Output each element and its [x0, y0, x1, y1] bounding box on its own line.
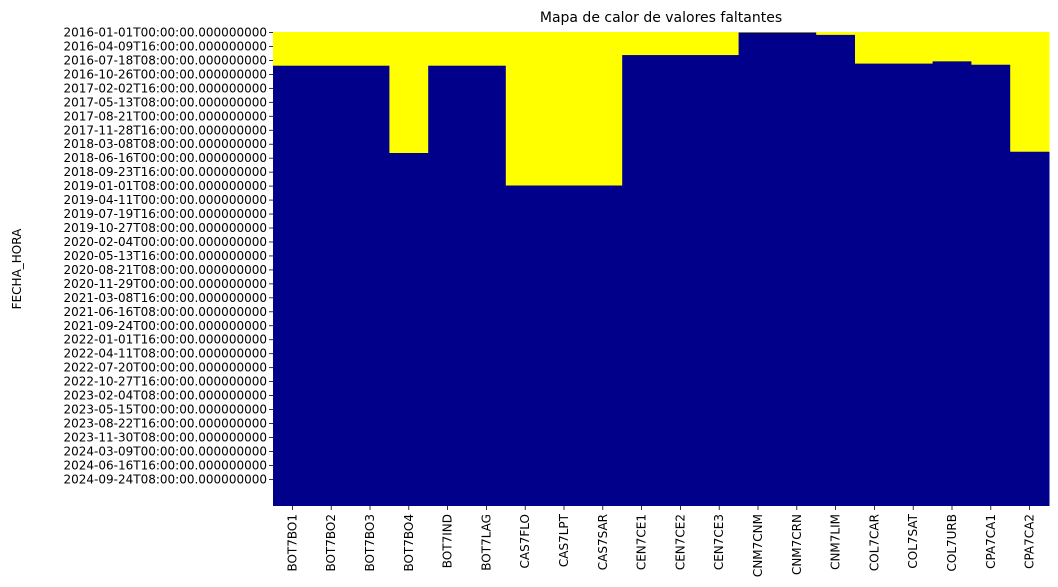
cell-present-BOT7BO1 — [273, 65, 313, 507]
x-tick-label: CEN7CE1 — [635, 514, 649, 570]
cell-present-BOT7BO4 — [389, 153, 429, 506]
x-tick-label: CEN7CE2 — [673, 514, 687, 570]
cell-present-CNM7LIM — [816, 34, 856, 506]
cell-present-BOT7BO3 — [350, 65, 390, 507]
y-axis-ticks: 2016-01-01T00:00:00.0000000002016-04-09T… — [64, 26, 273, 486]
x-tick-label: BOT7IND — [441, 514, 455, 568]
y-tick-label: 2024-06-16T16:00:00.000000000 — [64, 458, 268, 472]
cell-missing-CNM7CRN — [777, 32, 817, 33]
y-tick-label: 2020-02-04T00:00:00.000000000 — [64, 235, 268, 249]
cell-missing-COL7URB — [932, 32, 972, 62]
y-tick-label: 2018-03-08T08:00:00.000000000 — [64, 137, 268, 151]
y-tick-label: 2021-03-08T16:00:00.000000000 — [64, 291, 268, 305]
cell-missing-BOT7IND — [428, 32, 468, 66]
cell-missing-CEN7CE3 — [699, 32, 740, 56]
x-tick-label: CPA7CA1 — [984, 514, 998, 569]
cell-missing-COL7CAR — [855, 32, 895, 64]
x-tick-label: CNM7LIM — [829, 514, 843, 570]
cell-missing-BOT7BO1 — [273, 32, 313, 66]
cell-present-CAS7SAR — [583, 185, 623, 507]
x-tick-label: BOT7BO2 — [324, 514, 338, 572]
y-axis-label: FECHA_HORA — [10, 228, 24, 309]
x-tick-label: CAS7FLO — [518, 514, 532, 568]
cell-missing-CEN7CE2 — [661, 32, 701, 56]
y-tick-label: 2020-05-13T16:00:00.000000000 — [64, 249, 268, 263]
y-tick-label: 2016-01-01T00:00:00.000000000 — [64, 26, 268, 40]
y-tick-label: 2019-01-01T08:00:00.000000000 — [64, 179, 268, 193]
cell-present-CPA7CA1 — [971, 64, 1011, 506]
x-tick-label: BOT7BO3 — [363, 514, 377, 572]
cell-present-COL7SAT — [893, 63, 934, 506]
cell-missing-CAS7LPT — [544, 32, 584, 186]
y-tick-label: 2018-06-16T00:00:00.000000000 — [64, 151, 268, 165]
x-tick-label: BOT7BO4 — [402, 514, 416, 572]
cell-missing-CEN7CE1 — [622, 32, 662, 56]
y-tick-label: 2019-04-11T00:00:00.000000000 — [64, 193, 268, 207]
y-tick-label: 2020-11-29T00:00:00.000000000 — [64, 277, 268, 291]
cell-missing-BOT7BO3 — [350, 32, 390, 66]
y-tick-label: 2023-08-22T16:00:00.000000000 — [64, 417, 268, 431]
y-tick-label: 2024-03-09T00:00:00.000000000 — [64, 444, 268, 458]
y-tick-label: 2016-10-26T00:00:00.000000000 — [64, 67, 268, 81]
y-tick-label: 2017-02-02T16:00:00.000000000 — [64, 81, 268, 95]
cell-missing-CNM7LIM — [816, 32, 856, 35]
x-tick-label: COL7CAR — [867, 514, 881, 571]
cell-present-BOT7BO2 — [311, 65, 352, 507]
y-tick-label: 2017-11-28T16:00:00.000000000 — [64, 123, 268, 137]
x-tick-label: CAS7LPT — [557, 513, 571, 567]
cell-present-CNM7CNM — [738, 32, 778, 506]
y-tick-label: 2016-07-18T08:00:00.000000000 — [64, 53, 268, 67]
cell-missing-CAS7FLO — [505, 32, 546, 186]
cell-present-BOT7LAG — [467, 65, 507, 507]
cell-present-CEN7CE2 — [661, 55, 701, 507]
cell-missing-BOT7LAG — [467, 32, 507, 66]
y-tick-label: 2023-11-30T08:00:00.000000000 — [64, 430, 268, 444]
y-tick-label: 2017-05-13T08:00:00.000000000 — [64, 95, 268, 109]
x-tick-label: CAS7SAR — [596, 514, 610, 570]
x-tick-label: BOT7LAG — [479, 514, 493, 571]
cell-present-CAS7LPT — [544, 185, 584, 507]
cell-present-BOT7IND — [428, 65, 468, 507]
cell-present-CPA7CA2 — [1010, 151, 1050, 506]
cell-missing-CPA7CA1 — [971, 32, 1011, 65]
y-tick-label: 2023-05-15T00:00:00.000000000 — [64, 403, 268, 417]
x-tick-label: CPA7CA2 — [1023, 514, 1037, 569]
y-tick-label: 2021-09-24T00:00:00.000000000 — [64, 319, 268, 333]
y-tick-label: 2024-09-24T08:00:00.000000000 — [64, 472, 268, 486]
cell-missing-BOT7BO4 — [389, 32, 429, 154]
y-tick-label: 2022-07-20T00:00:00.000000000 — [64, 361, 268, 375]
y-tick-label: 2019-07-19T16:00:00.000000000 — [64, 207, 268, 221]
x-tick-label: CEN7CE3 — [712, 514, 726, 570]
cell-present-CAS7FLO — [505, 185, 546, 507]
cell-present-CNM7CRN — [777, 32, 817, 506]
y-tick-label: 2022-10-27T16:00:00.000000000 — [64, 375, 268, 389]
x-tick-label: COL7SAT — [906, 513, 920, 568]
cell-present-COL7URB — [932, 61, 972, 507]
cell-missing-BOT7BO2 — [311, 32, 352, 66]
cell-missing-CNM7CNM — [738, 32, 778, 33]
x-axis-ticks: BOT7BO1 BOT7BO2 BOT7BO3 BOT7BO4 BOT7IND BOT7L… — [285, 506, 1037, 577]
y-tick-label: 2018-09-23T16:00:00.000000000 — [64, 165, 268, 179]
x-tick-label: COL7URB — [945, 514, 959, 572]
y-tick-label: 2022-01-01T16:00:00.000000000 — [64, 333, 268, 347]
y-tick-label: 2020-08-21T08:00:00.000000000 — [64, 263, 268, 277]
y-tick-label: 2023-02-04T08:00:00.000000000 — [64, 389, 268, 403]
cell-present-CEN7CE1 — [622, 55, 662, 507]
cell-present-CEN7CE3 — [699, 55, 740, 507]
cell-missing-COL7SAT — [893, 32, 934, 64]
cell-missing-CPA7CA2 — [1010, 32, 1050, 152]
cell-missing-CAS7SAR — [583, 32, 623, 186]
x-tick-label: CNM7CRN — [790, 514, 804, 575]
y-tick-label: 2021-06-16T08:00:00.000000000 — [64, 305, 268, 319]
y-tick-label: 2017-08-21T00:00:00.000000000 — [64, 109, 268, 123]
x-tick-label: CNM7CNM — [751, 514, 765, 577]
cell-present-COL7CAR — [855, 63, 895, 506]
x-tick-label: BOT7BO1 — [285, 514, 299, 572]
y-tick-label: 2016-04-09T16:00:00.000000000 — [64, 39, 268, 53]
y-tick-label: 2019-10-27T08:00:00.000000000 — [64, 221, 268, 235]
y-tick-label: 2022-04-11T08:00:00.000000000 — [64, 347, 268, 361]
chart-title: Mapa de calor de valores faltantes — [540, 10, 782, 26]
heatmap-cells — [273, 32, 1050, 507]
